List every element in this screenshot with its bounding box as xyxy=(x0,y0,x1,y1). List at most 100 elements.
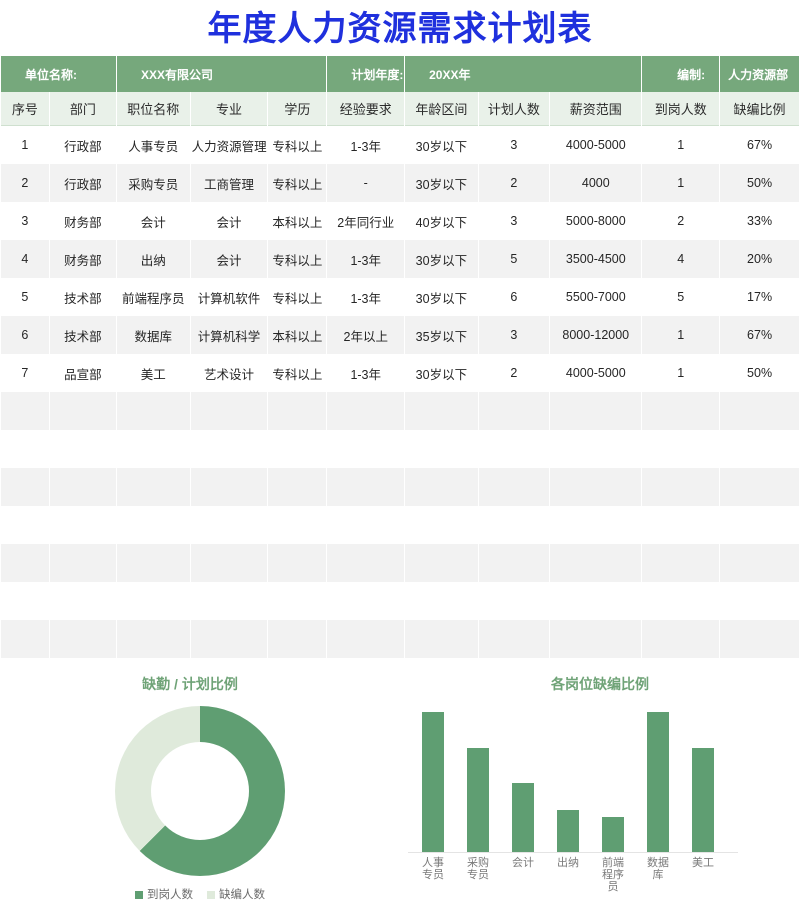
cell-年龄区间[interactable]: 35岁以下 xyxy=(405,316,478,354)
cell-序号[interactable]: 7 xyxy=(1,354,49,392)
cell-empty[interactable] xyxy=(478,582,550,620)
cell-专业[interactable]: 会计 xyxy=(190,202,268,240)
cell-年龄区间[interactable]: 30岁以下 xyxy=(405,240,478,278)
cell-经验要求[interactable]: 1-3年 xyxy=(327,126,405,164)
cell-到岗人数[interactable]: 4 xyxy=(642,240,720,278)
table-row-empty[interactable] xyxy=(1,620,799,658)
cell-empty[interactable] xyxy=(327,430,405,468)
cell-到岗人数[interactable]: 1 xyxy=(642,126,720,164)
cell-empty[interactable] xyxy=(49,544,117,582)
cell-序号[interactable]: 3 xyxy=(1,202,49,240)
cell-empty[interactable] xyxy=(550,582,642,620)
cell-empty[interactable] xyxy=(268,582,327,620)
cell-empty[interactable] xyxy=(327,468,405,506)
cell-empty[interactable] xyxy=(117,430,190,468)
cell-序号[interactable]: 4 xyxy=(1,240,49,278)
bar-前端程序员[interactable] xyxy=(602,817,624,852)
cell-经验要求[interactable]: 2年同行业 xyxy=(327,202,405,240)
cell-empty[interactable] xyxy=(720,468,799,506)
cell-职位名称[interactable]: 采购专员 xyxy=(117,164,190,202)
table-row-empty[interactable] xyxy=(1,506,799,544)
cell-学历[interactable]: 本科以上 xyxy=(268,202,327,240)
cell-empty[interactable] xyxy=(642,544,720,582)
cell-学历[interactable]: 本科以上 xyxy=(268,316,327,354)
cell-empty[interactable] xyxy=(720,544,799,582)
cell-empty[interactable] xyxy=(117,620,190,658)
cell-empty[interactable] xyxy=(268,392,327,430)
cell-缺编比例[interactable]: 67% xyxy=(720,126,799,164)
cell-empty[interactable] xyxy=(327,392,405,430)
cell-empty[interactable] xyxy=(49,506,117,544)
cell-年龄区间[interactable]: 40岁以下 xyxy=(405,202,478,240)
table-row-empty[interactable] xyxy=(1,468,799,506)
cell-序号[interactable]: 2 xyxy=(1,164,49,202)
cell-empty[interactable] xyxy=(1,506,49,544)
cell-薪资范围[interactable]: 3500-4500 xyxy=(550,240,642,278)
cell-部门[interactable]: 财务部 xyxy=(49,202,117,240)
cell-到岗人数[interactable]: 1 xyxy=(642,354,720,392)
cell-缺编比例[interactable]: 67% xyxy=(720,316,799,354)
cell-到岗人数[interactable]: 2 xyxy=(642,202,720,240)
cell-empty[interactable] xyxy=(478,620,550,658)
cell-学历[interactable]: 专科以上 xyxy=(268,278,327,316)
cell-empty[interactable] xyxy=(1,468,49,506)
cell-empty[interactable] xyxy=(550,430,642,468)
cell-到岗人数[interactable]: 1 xyxy=(642,164,720,202)
cell-薪资范围[interactable]: 4000-5000 xyxy=(550,126,642,164)
column-header-6[interactable]: 年龄区间 xyxy=(405,92,478,126)
table-row[interactable]: 1 行政部 人事专员 人力资源管理 专科以上 1-3年 30岁以下 3 4000-5000 1 67… xyxy=(1,126,799,164)
cell-empty[interactable] xyxy=(405,620,478,658)
column-header-8[interactable]: 薪资范围 xyxy=(550,92,642,126)
cell-empty[interactable] xyxy=(117,544,190,582)
cell-学历[interactable]: 专科以上 xyxy=(268,164,327,202)
cell-部门[interactable]: 技术部 xyxy=(49,316,117,354)
cell-到岗人数[interactable]: 1 xyxy=(642,316,720,354)
cell-部门[interactable]: 品宣部 xyxy=(49,354,117,392)
table-row-empty[interactable] xyxy=(1,544,799,582)
column-header-1[interactable]: 部门 xyxy=(49,92,117,126)
table-row-empty[interactable] xyxy=(1,430,799,468)
cell-专业[interactable]: 计算机科学 xyxy=(190,316,268,354)
cell-empty[interactable] xyxy=(642,506,720,544)
cell-学历[interactable]: 专科以上 xyxy=(268,354,327,392)
cell-empty[interactable] xyxy=(405,392,478,430)
cell-计划人数[interactable]: 2 xyxy=(478,354,550,392)
cell-empty[interactable] xyxy=(1,392,49,430)
table-row[interactable]: 7 品宣部 美工 艺术设计 专科以上 1-3年 30岁以下 2 4000-5000 1 50% xyxy=(1,354,799,392)
cell-部门[interactable]: 行政部 xyxy=(49,126,117,164)
cell-专业[interactable]: 工商管理 xyxy=(190,164,268,202)
cell-专业[interactable]: 人力资源管理 xyxy=(190,126,268,164)
cell-empty[interactable] xyxy=(117,392,190,430)
cell-薪资范围[interactable]: 4000 xyxy=(550,164,642,202)
cell-empty[interactable] xyxy=(550,506,642,544)
cell-empty[interactable] xyxy=(190,506,268,544)
cell-缺编比例[interactable]: 50% xyxy=(720,164,799,202)
cell-empty[interactable] xyxy=(190,468,268,506)
cell-专业[interactable]: 计算机软件 xyxy=(190,278,268,316)
cell-职位名称[interactable]: 会计 xyxy=(117,202,190,240)
cell-empty[interactable] xyxy=(49,392,117,430)
cell-empty[interactable] xyxy=(49,620,117,658)
cell-empty[interactable] xyxy=(268,620,327,658)
cell-empty[interactable] xyxy=(478,506,550,544)
cell-薪资范围[interactable]: 8000-12000 xyxy=(550,316,642,354)
table-row-empty[interactable] xyxy=(1,582,799,620)
cell-empty[interactable] xyxy=(190,430,268,468)
bar-数据库[interactable] xyxy=(647,712,669,852)
bar-采购专员[interactable] xyxy=(467,748,489,852)
cell-empty[interactable] xyxy=(642,430,720,468)
cell-empty[interactable] xyxy=(49,430,117,468)
cell-缺编比例[interactable]: 20% xyxy=(720,240,799,278)
bar-人事专员[interactable] xyxy=(422,712,444,852)
column-header-2[interactable]: 职位名称 xyxy=(117,92,190,126)
cell-部门[interactable]: 财务部 xyxy=(49,240,117,278)
column-header-4[interactable]: 学历 xyxy=(268,92,327,126)
cell-计划人数[interactable]: 3 xyxy=(478,202,550,240)
cell-empty[interactable] xyxy=(550,468,642,506)
cell-缺编比例[interactable]: 50% xyxy=(720,354,799,392)
cell-年龄区间[interactable]: 30岁以下 xyxy=(405,126,478,164)
cell-empty[interactable] xyxy=(550,544,642,582)
cell-经验要求[interactable]: 1-3年 xyxy=(327,278,405,316)
column-header-0[interactable]: 序号 xyxy=(1,92,49,126)
cell-年龄区间[interactable]: 30岁以下 xyxy=(405,164,478,202)
